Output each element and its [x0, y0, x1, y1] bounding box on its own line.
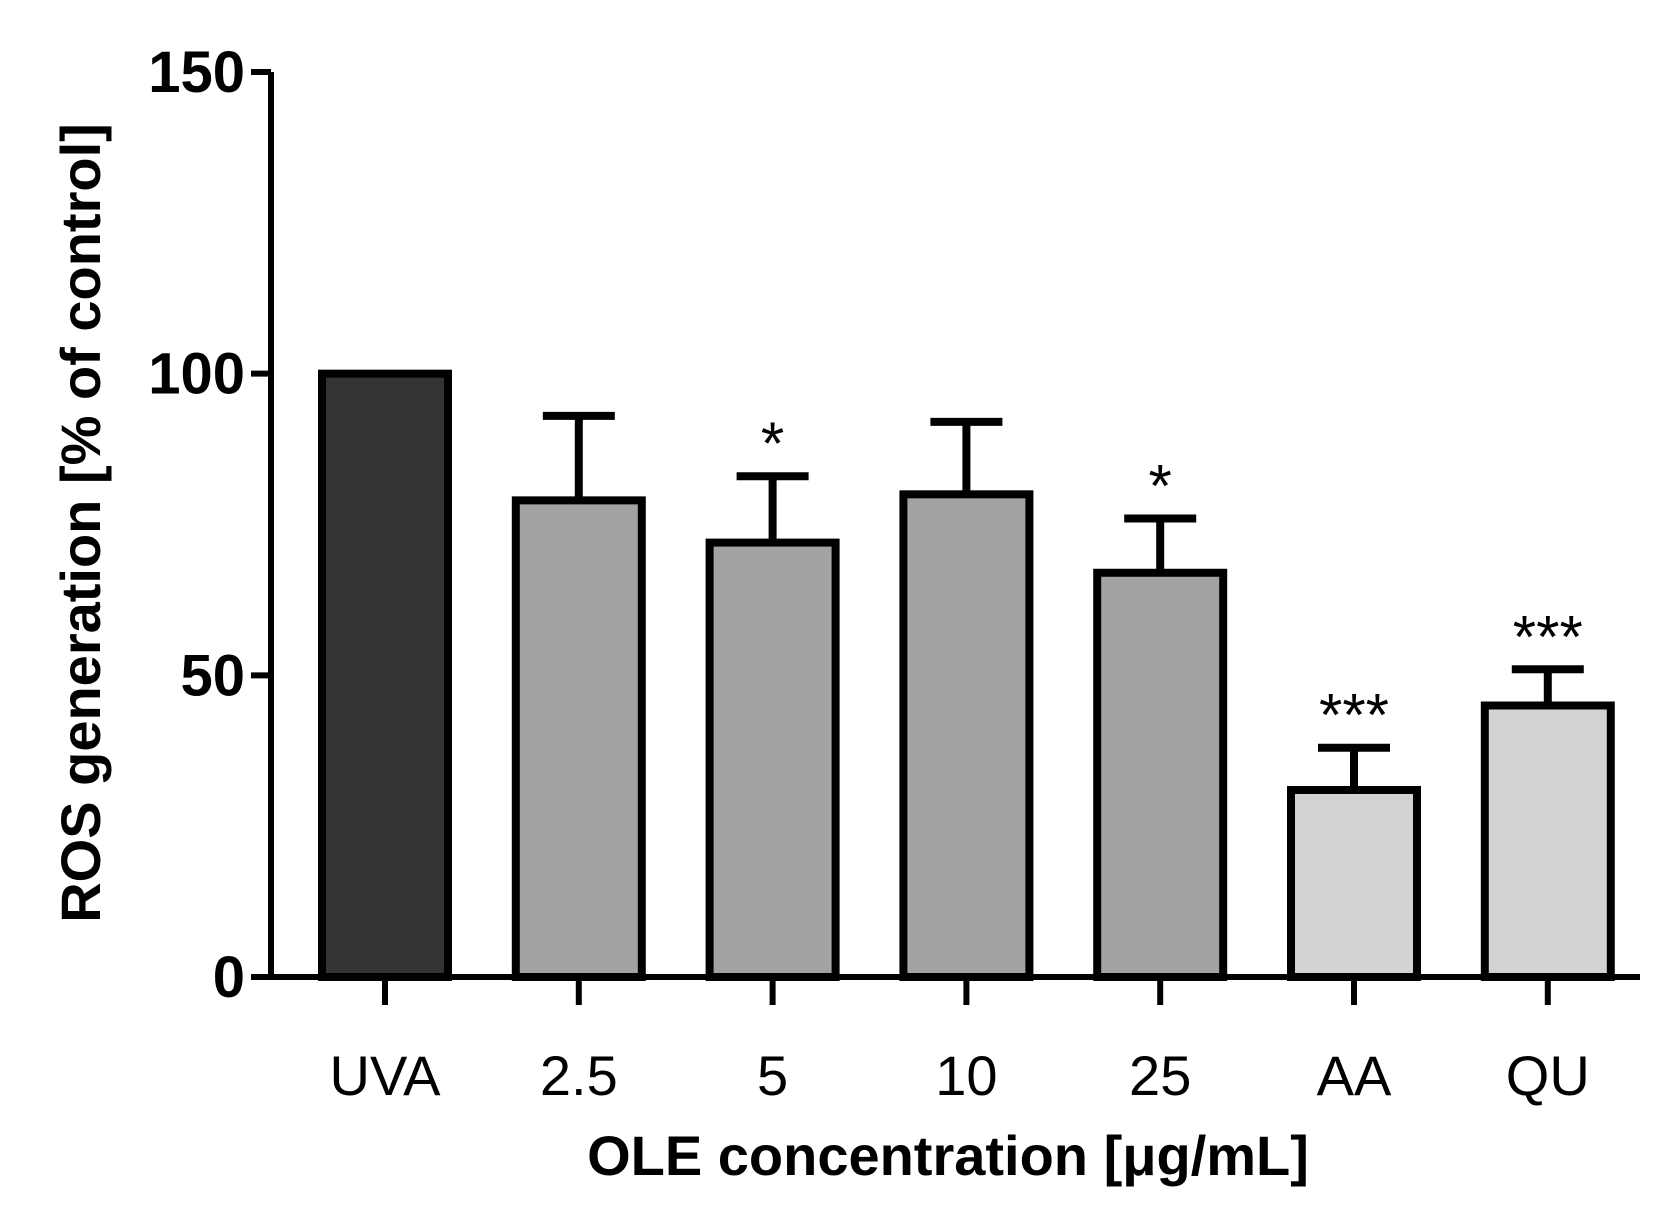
- bar-5: [705, 538, 840, 981]
- significance-marker: ***: [1513, 603, 1583, 670]
- y-tick-label: 50: [180, 643, 245, 708]
- x-category-label: 10: [935, 1044, 997, 1107]
- y-ticks-layer: 0 50 100 150: [148, 40, 271, 1010]
- y-axis-title: ROS generation [% of control]: [49, 123, 112, 923]
- x-ticks-layer: UVA 2.5 5 10 25 AA QU: [330, 977, 1590, 1107]
- x-category-label: 25: [1129, 1044, 1191, 1107]
- significance-marker: *: [761, 410, 784, 477]
- x-axis-title: OLE concentration [μg/mL]: [587, 1124, 1309, 1187]
- bar-qu: [1480, 701, 1615, 981]
- bar-2-5: [511, 496, 646, 981]
- x-category-label: AA: [1317, 1044, 1392, 1107]
- error-bars-layer: [542, 411, 1584, 790]
- significance-marker: ***: [1319, 682, 1389, 749]
- x-category-label: 2.5: [540, 1044, 618, 1107]
- significance-marker: *: [1149, 452, 1172, 519]
- y-tick-label: 100: [148, 342, 245, 407]
- significance-layer: ********: [761, 410, 1583, 749]
- y-tick-label: 0: [213, 945, 245, 1010]
- x-category-label: QU: [1506, 1044, 1590, 1107]
- bar-10: [899, 490, 1034, 981]
- y-tick-label: 150: [148, 40, 245, 105]
- x-category-label: 5: [757, 1044, 788, 1107]
- axes-layer: [255, 72, 1640, 980]
- bar-aa: [1287, 785, 1421, 982]
- bar-uva: [318, 369, 452, 981]
- x-category-label: UVA: [330, 1044, 442, 1107]
- bar-25: [1093, 568, 1228, 981]
